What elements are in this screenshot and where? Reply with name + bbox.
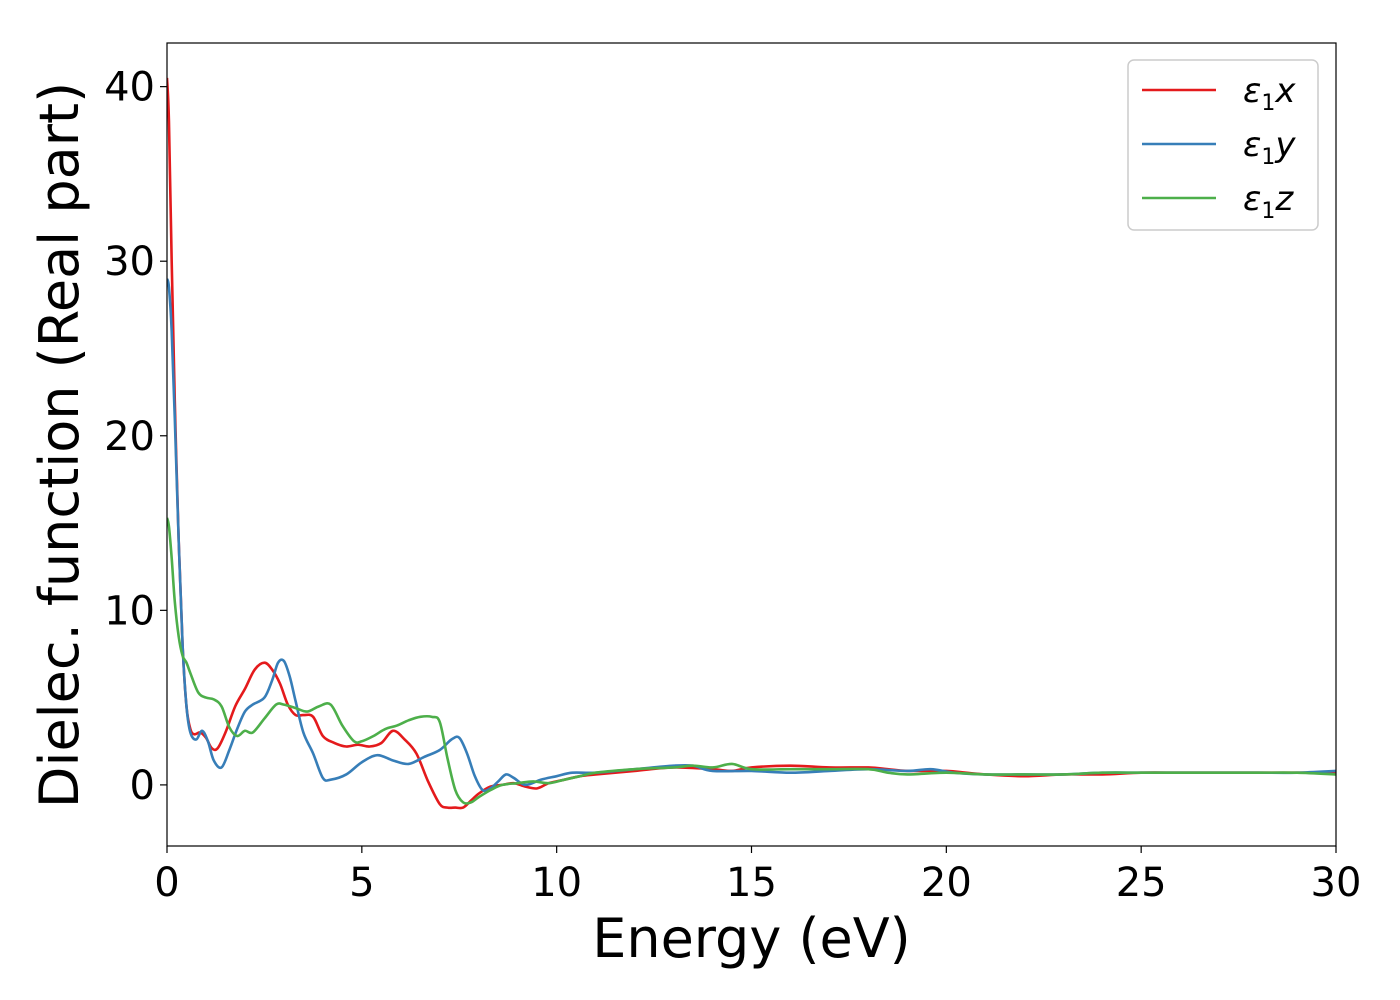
legend: ε1x ε1y ε1z [1127, 59, 1319, 231]
x-axis-label: Energy (eV) [592, 907, 911, 970]
y-tick-label: 30 [104, 239, 155, 285]
y-tick-label: 40 [104, 65, 155, 111]
series-layer [167, 77, 1336, 810]
y-tick-label: 0 [130, 763, 155, 809]
legend-box [1127, 59, 1319, 231]
y-tick-label: 20 [104, 414, 155, 460]
y-axis-label: Dielec. function (Real part) [28, 82, 91, 808]
y-axis-ticks: 0 10 20 30 40 [104, 65, 167, 809]
x-tick-label: 5 [349, 860, 374, 906]
series-line-y [167, 278, 1336, 793]
y-tick-label: 10 [104, 588, 155, 634]
x-tick-label: 25 [1116, 860, 1167, 906]
x-tick-label: 15 [726, 860, 777, 906]
series-line-z [167, 517, 1336, 805]
legend-label-z: ε1z [1243, 179, 1294, 224]
legend-label-y: ε1y [1243, 125, 1296, 170]
x-tick-label: 30 [1311, 860, 1362, 906]
x-axis-ticks: 0 5 10 15 20 25 30 [154, 846, 1361, 906]
x-tick-label: 20 [921, 860, 972, 906]
legend-label-x: ε1x [1243, 71, 1296, 116]
x-tick-label: 10 [531, 860, 582, 906]
x-tick-label: 0 [154, 860, 179, 906]
